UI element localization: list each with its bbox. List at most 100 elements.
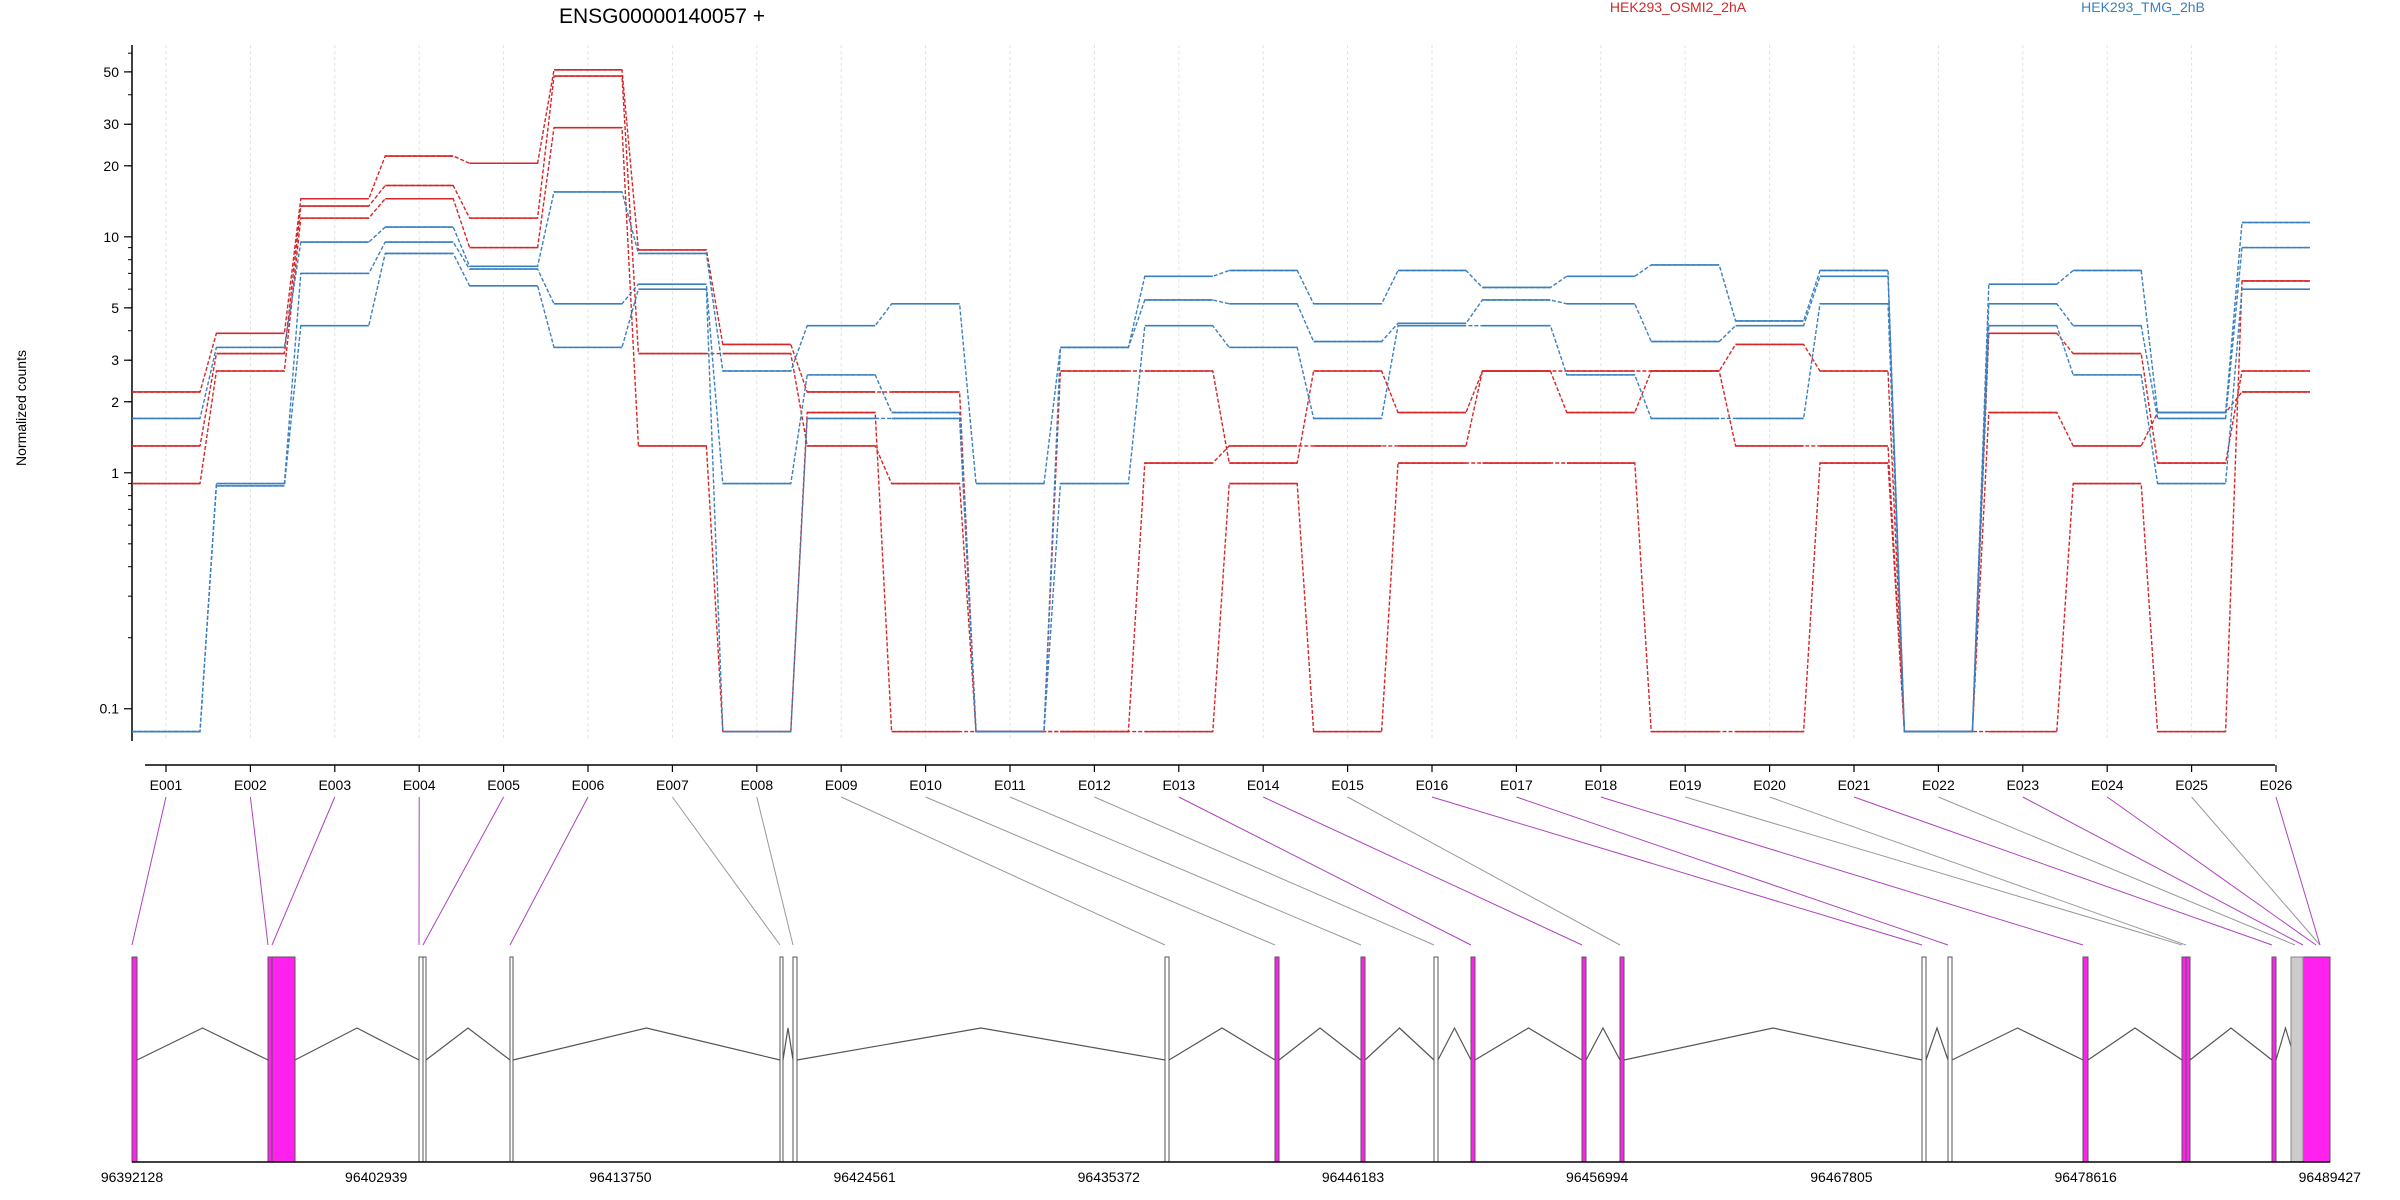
- intron: [1278, 1027, 1362, 1061]
- intron: [1951, 1027, 2084, 1061]
- x-tick-label-e022: E022: [1922, 777, 1955, 793]
- legend-label-osmi2: HEK293_OSMI2_2hA: [1610, 0, 1747, 15]
- exon-block: [1947, 956, 1953, 1163]
- connector-e024: [2106, 796, 2317, 946]
- exon-block: [1581, 956, 1587, 1163]
- genomic-coordinate-label: 96402939: [345, 1169, 408, 1185]
- x-tick-label-e005: E005: [487, 777, 520, 793]
- intron: [1168, 1027, 1276, 1061]
- exon-block: [2181, 956, 2187, 1163]
- y-tick-label: 0.1: [100, 701, 120, 717]
- x-tick-label-e008: E008: [740, 777, 773, 793]
- y-tick-label: 30: [103, 116, 119, 132]
- exon-block: [2082, 956, 2089, 1163]
- connector-e016: [1431, 796, 1923, 946]
- connector-e010: [925, 796, 1276, 946]
- intron: [1437, 1026, 1472, 1061]
- exon-block: [779, 956, 784, 1163]
- x-tick-label-e002: E002: [234, 777, 267, 793]
- x-tick-label-e018: E018: [1584, 777, 1617, 793]
- genomic-coordinate-label: 96424561: [833, 1169, 896, 1185]
- y-tick-label: 5: [111, 300, 119, 316]
- x-tick-label-e020: E020: [1753, 777, 1786, 793]
- connector-e013: [1178, 796, 1472, 946]
- exon-gridlines: [165, 45, 2277, 741]
- connector-e012: [1094, 796, 1435, 946]
- connector-e007: [671, 796, 781, 946]
- exon-block: [1619, 956, 1625, 1163]
- x-tick-label-e016: E016: [1416, 777, 1449, 793]
- x-tick-label-e013: E013: [1162, 777, 1195, 793]
- intron: [1364, 1027, 1435, 1061]
- x-tick-label-e001: E001: [150, 777, 183, 793]
- connector-e015: [1347, 796, 1621, 946]
- exon-block: [271, 956, 296, 1163]
- exon-tick-labels: E001 E002 E003 E004 E005 E006 E007 E008 E009 E010…: [150, 765, 2293, 793]
- x-tick-label-e011: E011: [994, 777, 1026, 793]
- connector-e025: [2191, 796, 2321, 946]
- genomic-coordinate-label: 96478616: [2054, 1169, 2117, 1185]
- exon-block: [2185, 956, 2191, 1163]
- series-line-1: [132, 69, 2310, 733]
- series-line-2: [132, 75, 2310, 733]
- genomic-coordinate-label: 96489427: [2299, 1169, 2362, 1185]
- connector-e003: [271, 796, 336, 946]
- exon-block: [2271, 956, 2277, 1163]
- genomic-coordinate-label: 96446183: [1322, 1169, 1385, 1185]
- intron: [796, 1027, 1166, 1061]
- x-tick-label-e009: E009: [825, 777, 858, 793]
- connector-e011: [1009, 796, 1362, 946]
- exon-block-grey: [2290, 956, 2304, 1163]
- exon-block: [509, 956, 514, 1163]
- x-tick-label-e017: E017: [1500, 777, 1533, 793]
- series-lines: [132, 69, 2310, 733]
- exon-connectors: [131, 796, 2321, 946]
- connector-e022: [1938, 796, 2296, 946]
- connector-e009: [840, 796, 1166, 946]
- y-tick-label: 3: [111, 352, 119, 368]
- genomic-coordinate-label: 96467805: [1810, 1169, 1873, 1185]
- connector-e001: [131, 796, 167, 946]
- connector-e005: [422, 796, 505, 946]
- intron: [1925, 1026, 1949, 1061]
- legend-label-tmg: HEK293_TMG_2hB: [2081, 0, 2205, 15]
- intron: [1623, 1027, 1923, 1061]
- chart-title: ENSG00000140057 +: [559, 5, 765, 28]
- connector-e017: [1516, 796, 1949, 946]
- exon-block: [1921, 956, 1927, 1163]
- x-tick-label-e023: E023: [2006, 777, 2039, 793]
- series-line-5: [132, 241, 2310, 733]
- x-tick-label-e021: E021: [1838, 777, 1871, 793]
- x-tick-label-e014: E014: [1247, 777, 1280, 793]
- gene-model: [131, 956, 2331, 1163]
- exon-block: [792, 956, 798, 1163]
- genomic-coordinate-label: 96435372: [1078, 1169, 1141, 1185]
- x-tick-label-e015: E015: [1331, 777, 1364, 793]
- exon-block: [267, 956, 273, 1163]
- intron: [425, 1027, 511, 1061]
- intron: [294, 1027, 420, 1061]
- connector-e018: [1600, 796, 2084, 946]
- exon-block: [418, 956, 424, 1163]
- x-tick-label-e006: E006: [572, 777, 605, 793]
- y-tick-label: 10: [103, 229, 119, 245]
- connector-e021: [1853, 796, 2273, 946]
- intron: [1585, 1026, 1621, 1061]
- exon-block: [131, 956, 138, 1163]
- exon-block: [1360, 956, 1366, 1163]
- series-line-6: [132, 252, 2310, 733]
- exon-block: [1274, 956, 1280, 1163]
- x-tick-label-e007: E007: [656, 777, 689, 793]
- connector-e026: [2275, 796, 2321, 946]
- exon-block: [1433, 956, 1439, 1163]
- x-tick-label-e019: E019: [1669, 777, 1702, 793]
- genomic-coordinate-label: 96413750: [589, 1169, 652, 1185]
- y-axis-label: Normalized counts: [13, 350, 29, 466]
- connector-e002: [249, 796, 269, 946]
- connector-e014: [1262, 796, 1583, 946]
- x-tick-label-e003: E003: [318, 777, 351, 793]
- axes: 0.1 1 2 3 5 10 20 30 50: [100, 45, 2275, 766]
- x-tick-label-e024: E024: [2091, 777, 2124, 793]
- x-tick-label-e026: E026: [2260, 777, 2293, 793]
- y-tick-label: 20: [103, 158, 119, 174]
